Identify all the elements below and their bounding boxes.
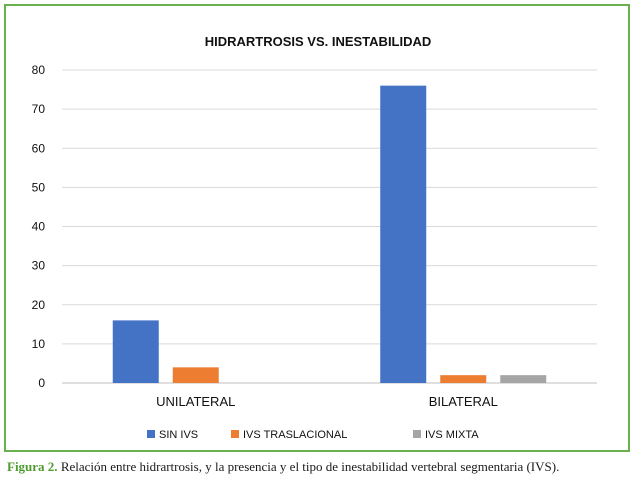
y-tick-label-20: 20 xyxy=(32,298,46,312)
bar-chart: HIDRARTROSIS VS. INESTABILIDAD 0 10 20 30 40… xyxy=(32,34,597,441)
caption-label: Figura 2. xyxy=(7,459,58,474)
caption-text: Relación entre hidrartrosis, y la presen… xyxy=(57,459,560,474)
bar-unilateral-ivs-traslacional xyxy=(172,367,219,383)
bar-bilateral-ivs-mixta xyxy=(500,375,547,383)
legend: SIN IVS IVS TRASLACIONAL IVS MIXTA xyxy=(147,429,479,441)
y-tick-label-30: 30 xyxy=(32,259,46,273)
y-tick-label-0: 0 xyxy=(38,376,45,390)
y-axis-ticks: 0 10 20 30 40 50 60 70 80 xyxy=(32,63,46,390)
y-tick-label-80: 80 xyxy=(32,63,46,77)
bar-bilateral-ivs-traslacional xyxy=(440,375,487,383)
bar-bilateral-sin-ivs xyxy=(380,85,427,384)
y-tick-label-60: 60 xyxy=(32,141,46,155)
chart-title: HIDRARTROSIS VS. INESTABILIDAD xyxy=(205,34,432,49)
y-tick-label-70: 70 xyxy=(32,102,46,116)
x-axis-categories: UNILATERAL BILATERAL xyxy=(156,394,498,409)
y-tick-label-10: 10 xyxy=(32,337,46,351)
legend-label-2: IVS MIXTA xyxy=(425,429,479,441)
bars xyxy=(112,85,547,384)
legend-label-0: SIN IVS xyxy=(159,429,198,441)
y-tick-label-40: 40 xyxy=(32,220,46,234)
bar-unilateral-sin-ivs xyxy=(112,320,159,383)
figure-caption: Figura 2. Relación entre hidrartrosis, y… xyxy=(7,459,631,475)
x-category-label-bilateral: BILATERAL xyxy=(429,394,498,409)
legend-label-1: IVS TRASLACIONAL xyxy=(243,429,347,441)
x-category-label-unilateral: UNILATERAL xyxy=(156,394,235,409)
y-tick-label-50: 50 xyxy=(32,180,46,194)
legend-swatch-1 xyxy=(231,430,239,438)
legend-swatch-2 xyxy=(413,430,421,438)
legend-swatch-0 xyxy=(147,430,155,438)
